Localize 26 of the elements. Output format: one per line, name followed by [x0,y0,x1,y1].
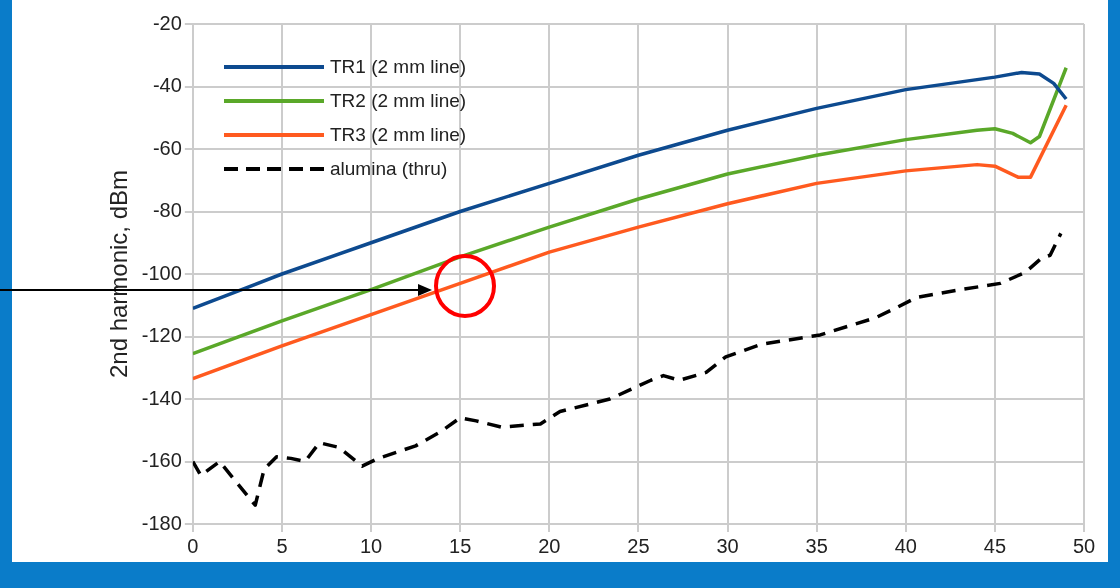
y-tick-label: -80 [152,199,182,222]
y-axis-title: 2nd harmonic, dBm [105,169,133,379]
line-series [192,231,1063,507]
legend-label: TR2 (2 mm line) [330,90,467,112]
x-tick-label: 20 [538,534,561,557]
x-tick-label: 45 [983,534,1007,557]
y-tick-label: -20 [152,11,182,34]
x-tick-label: 35 [805,534,828,557]
y-tick-label: -120 [141,324,182,347]
x-tick-label: 50 [1072,534,1096,557]
x-tick-label: 15 [449,534,472,557]
y-tick-label: -140 [141,386,182,409]
legend-label: alumina (thru) [330,158,448,180]
y-tick-label: -100 [141,261,182,284]
x-tick-label: 40 [894,534,917,557]
y-tick-label: -160 [141,449,182,472]
y-tick-label: -40 [152,74,182,97]
legend-label: TR3 (2 mm line) [330,124,467,146]
y-tick-label: -60 [152,136,182,159]
legend-label: TR1 (2 mm line) [330,56,467,78]
x-tick-label: 10 [359,534,383,557]
x-tick-label: 25 [627,534,650,557]
x-tick-label: 30 [716,534,739,557]
x-tick-label: 5 [276,534,288,557]
x-tick-label: 0 [187,534,199,557]
y-tick-label: -180 [141,511,182,534]
